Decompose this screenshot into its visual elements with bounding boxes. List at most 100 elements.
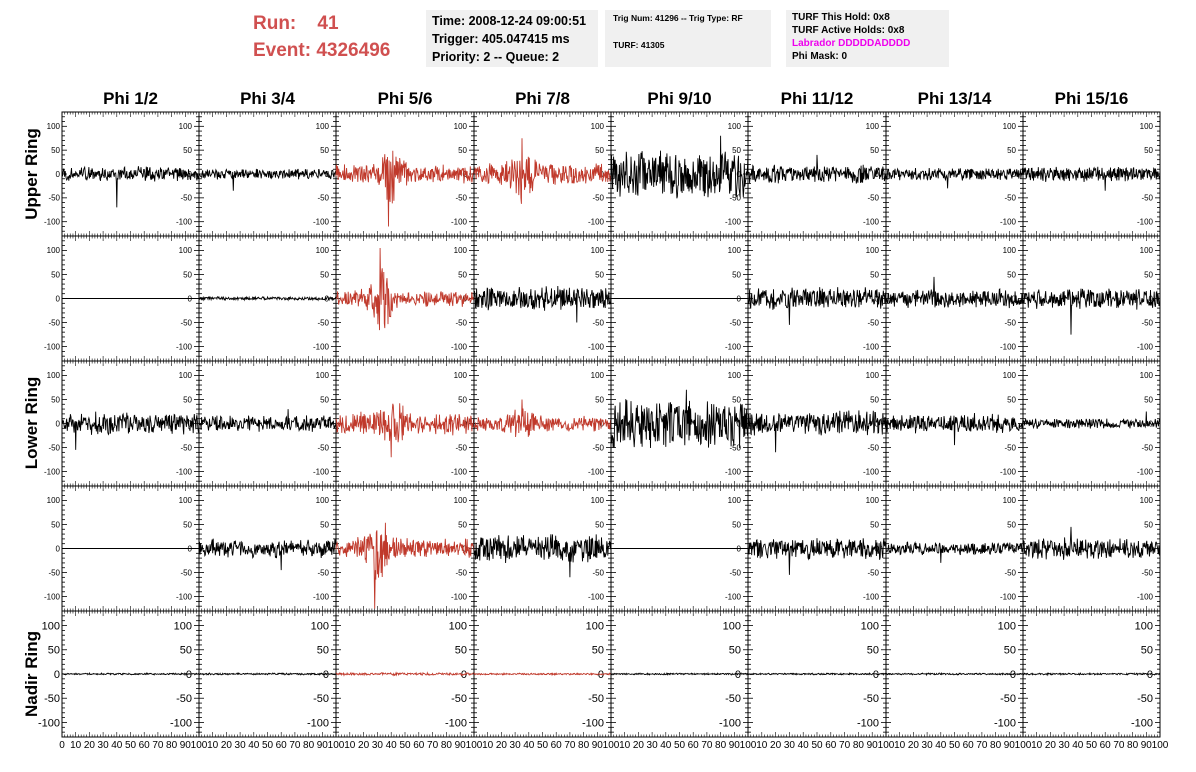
- y-tick-label: 100: [1140, 246, 1154, 255]
- y-tick-label: -50: [1004, 318, 1016, 327]
- waveform-trace: [61, 165, 200, 208]
- y-tick-label: -100: [725, 342, 742, 351]
- y-tick-label: -100: [588, 467, 605, 476]
- y-tick-label: 100: [866, 122, 880, 131]
- y-tick-label: 100: [47, 496, 61, 505]
- y-tick-label: 100: [454, 496, 468, 505]
- y-tick-label: -100: [1000, 592, 1017, 601]
- waveform-trace: [610, 135, 749, 199]
- waveform-trace: [335, 247, 475, 331]
- waveform-trace: [1022, 411, 1161, 430]
- y-tick-label: -100: [451, 342, 468, 351]
- y-tick-label: 0: [875, 419, 880, 428]
- y-tick-label: 50: [51, 146, 60, 155]
- y-tick-label: -50: [1141, 443, 1153, 452]
- y-tick-label: 50: [183, 520, 192, 529]
- y-tick-label: -100: [863, 467, 880, 476]
- y-tick-label: 50: [1007, 395, 1016, 404]
- waveform-trace: [885, 541, 1024, 563]
- y-tick-label: 50: [458, 520, 467, 529]
- y-tick-label: 50: [183, 270, 192, 279]
- y-tick-label: -100: [1137, 467, 1154, 476]
- y-tick-label: -50: [867, 194, 879, 203]
- column-header: Phi 9/10: [647, 89, 711, 108]
- y-tick-label: -100: [1000, 217, 1017, 226]
- y-tick-label: -50: [592, 443, 604, 452]
- y-tick-label: -100: [44, 592, 61, 601]
- y-tick-label: -50: [1141, 194, 1153, 203]
- labrador-text: Labrador DDDDDADDDD: [792, 38, 911, 49]
- y-tick-label: 50: [595, 520, 604, 529]
- y-tick-label: 50: [320, 146, 329, 155]
- y-tick-label: 100: [591, 371, 605, 380]
- y-tick-label: -50: [455, 443, 467, 452]
- y-tick-label: 0: [56, 294, 61, 303]
- y-tick-label: -100: [451, 592, 468, 601]
- y-tick-label: 0: [325, 544, 330, 553]
- waveform-trace: [747, 154, 887, 184]
- y-tick-label: 50: [732, 395, 741, 404]
- y-tick-label: 50: [320, 395, 329, 404]
- y-tick-label: 50: [1007, 146, 1016, 155]
- y-tick-label: 0: [56, 544, 61, 553]
- y-tick-label: -100: [1000, 342, 1017, 351]
- y-tick-label: 100: [454, 246, 468, 255]
- y-tick-label: 50: [870, 520, 879, 529]
- waveform-trace: [335, 150, 475, 227]
- y-tick-label: -100: [44, 217, 61, 226]
- waveform-trace: [198, 409, 337, 433]
- waveform-trace: [335, 403, 475, 458]
- y-tick-label: 50: [595, 270, 604, 279]
- row-label: Lower Ring: [22, 377, 41, 470]
- y-tick-label: -100: [44, 342, 61, 351]
- y-tick-label: -100: [313, 592, 330, 601]
- y-tick-label: -100: [451, 467, 468, 476]
- y-tick-label: -50: [317, 443, 329, 452]
- y-tick-label: 50: [1007, 270, 1016, 279]
- y-tick-label: -50: [867, 568, 879, 577]
- y-tick-label: 0: [1012, 170, 1017, 179]
- trigger-panel: Trig Num: 41296 -- Trig Type: RF TURF: 4…: [605, 10, 771, 67]
- y-tick-label: -50: [1004, 443, 1016, 452]
- waveform-trace: [747, 410, 887, 453]
- y-tick-label: -50: [729, 443, 741, 452]
- y-tick-label: 50: [870, 395, 879, 404]
- y-tick-label: 100: [316, 496, 330, 505]
- y-tick-label: -50: [1004, 568, 1016, 577]
- waveform-trace: [610, 389, 749, 449]
- y-tick-label: -50: [1141, 318, 1153, 327]
- run-event-box: Run: 41 Event: 4326496: [253, 10, 390, 64]
- y-tick-label: 100: [1140, 122, 1154, 131]
- y-tick-label: 50: [458, 395, 467, 404]
- y-tick-label: 100: [728, 371, 742, 380]
- y-tick-label: -50: [729, 568, 741, 577]
- y-tick-label: -50: [729, 318, 741, 327]
- event-row: Event: 4326496: [253, 37, 390, 64]
- y-tick-label: 100: [179, 246, 193, 255]
- y-tick-label: -50: [180, 194, 192, 203]
- waveform-trace: [473, 138, 612, 204]
- y-tick-label: 100: [591, 122, 605, 131]
- y-tick-label: 100: [1003, 246, 1017, 255]
- y-tick-label: 50: [320, 270, 329, 279]
- y-tick-label: 100: [1003, 371, 1017, 380]
- y-tick-label: -50: [592, 568, 604, 577]
- y-tick-label: 0: [1012, 544, 1017, 553]
- y-tick-label: -50: [48, 568, 60, 577]
- turf-panel: TURF This Hold: 0x8 TURF Active Holds: 0…: [786, 10, 949, 67]
- y-tick-label: 100: [1003, 496, 1017, 505]
- y-tick-label: 50: [870, 146, 879, 155]
- y-tick-label: -50: [867, 443, 879, 452]
- y-tick-label: -100: [725, 467, 742, 476]
- y-tick-label: -50: [317, 568, 329, 577]
- waveform-trace: [885, 167, 1024, 189]
- y-tick-label: -50: [180, 568, 192, 577]
- y-tick-label: 50: [732, 520, 741, 529]
- y-tick-label: 100: [591, 496, 605, 505]
- y-tick-label: 50: [732, 270, 741, 279]
- y-tick-label: 50: [458, 270, 467, 279]
- y-tick-label: -100: [863, 592, 880, 601]
- trig-num-text: Trig Num: 41296 -- Trig Type: RF: [613, 13, 743, 23]
- trigger-text: Trigger: 405.047415 ms: [432, 32, 570, 46]
